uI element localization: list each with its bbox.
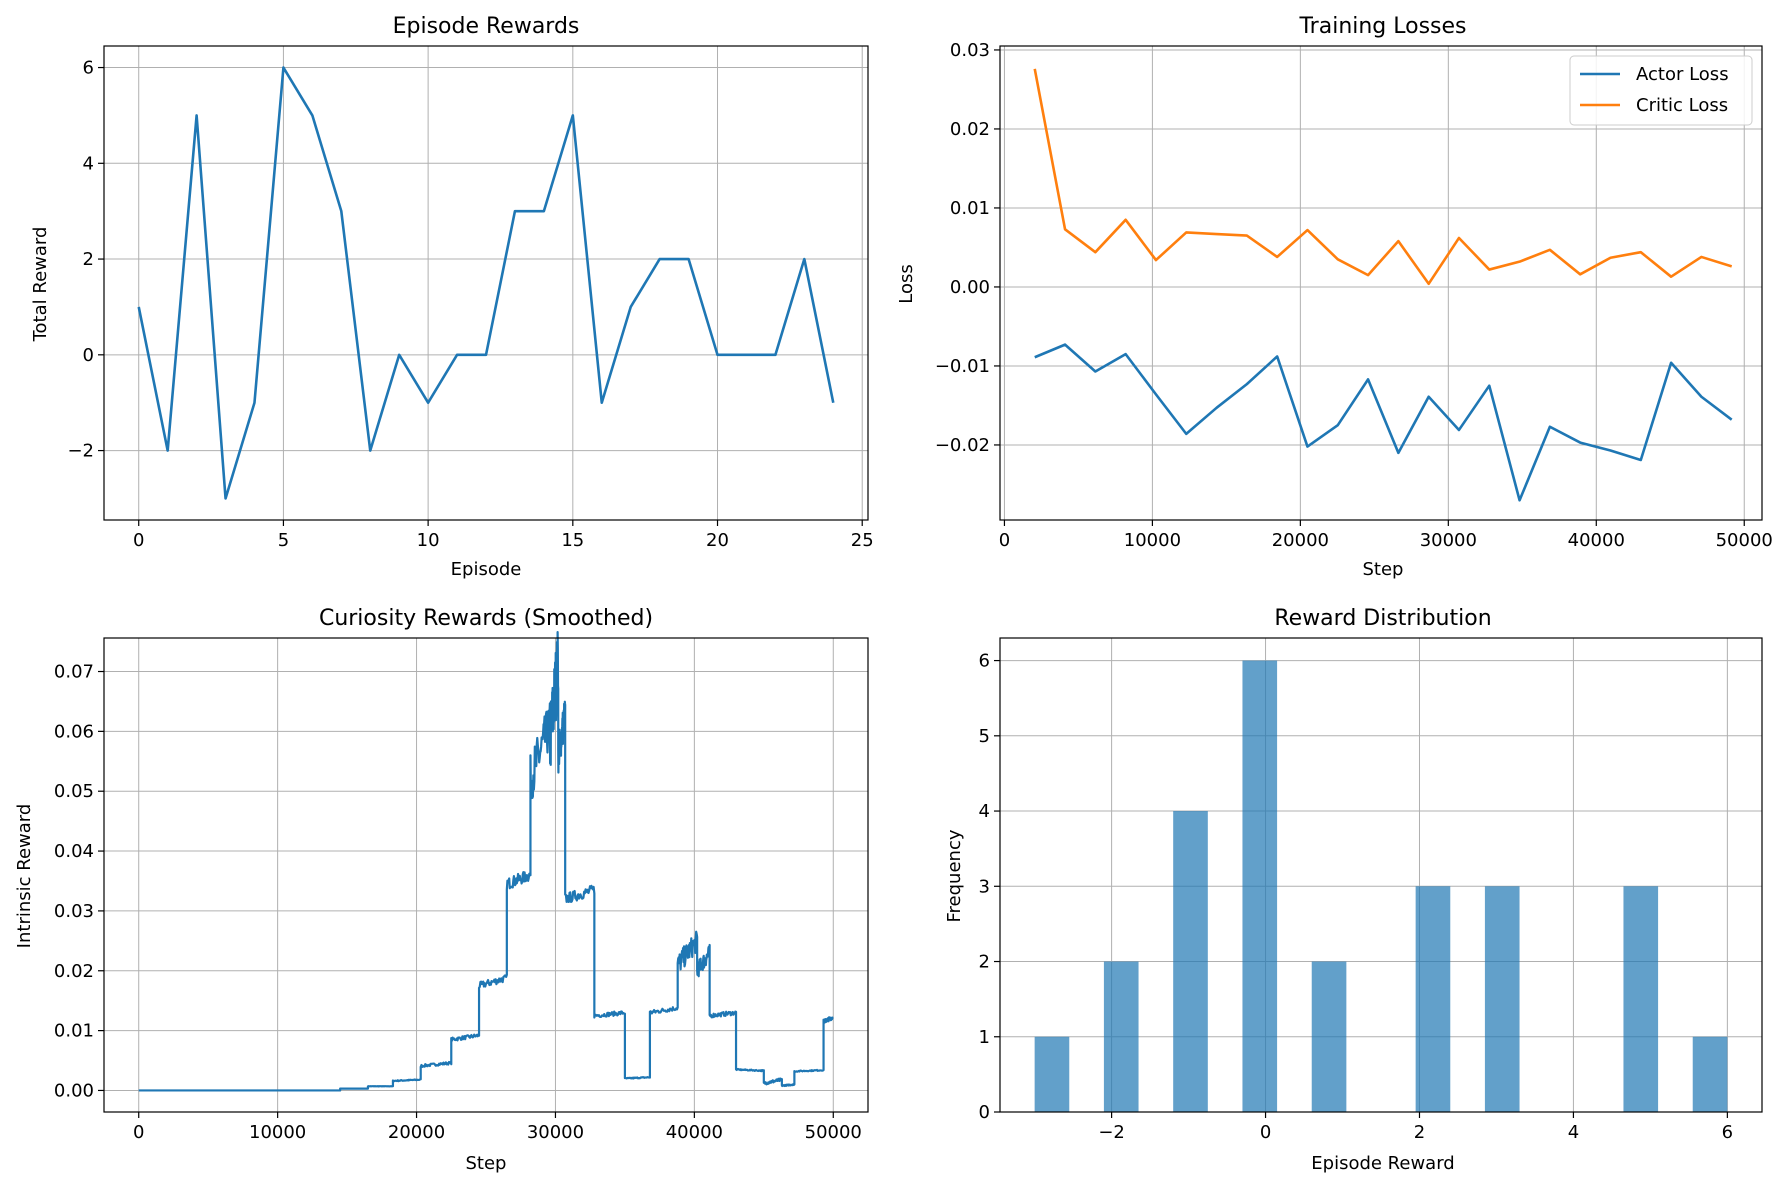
histogram-bar	[1415, 886, 1451, 1112]
x-tick-label: 0	[999, 530, 1010, 551]
x-tick-label: 40000	[1568, 530, 1625, 551]
y-tick-label: 0.02	[950, 119, 990, 140]
x-tick-label: 4	[1568, 1122, 1579, 1143]
y-tick-label: 0.01	[54, 1021, 94, 1042]
y-tick-label: 6	[83, 58, 94, 79]
x-tick-label: 0	[133, 1122, 144, 1143]
y-tick-label: −0.01	[935, 356, 990, 377]
x-axis-label: Step	[466, 1153, 507, 1174]
histogram-bar	[1173, 811, 1208, 1112]
y-tick-label: 0	[83, 345, 94, 366]
panel-reward-distribution: Reward Distribution Episode Reward Frequ…	[944, 606, 1763, 1174]
chart-title: Curiosity Rewards (Smoothed)	[319, 606, 653, 631]
x-axis-label: Step	[1363, 559, 1404, 580]
x-axis-label: Episode	[451, 559, 522, 580]
histogram-bar	[1242, 660, 1278, 1112]
series-line-1	[1034, 343, 1733, 502]
y-tick-label: 2	[979, 952, 990, 973]
y-tick-label: 0.03	[950, 40, 990, 61]
y-tick-label: 4	[83, 153, 94, 174]
x-tick-label: 30000	[1420, 530, 1477, 551]
series-line-1	[138, 630, 834, 1092]
x-tick-label: 50000	[805, 1122, 862, 1143]
plot-area: 0 10000 20000 30000 40000 50000 −0.02 −0.01 0.00…	[935, 40, 1773, 551]
y-tick-label: 0.00	[950, 277, 990, 298]
chart-title: Training Losses	[1298, 14, 1466, 39]
x-tick-label: 10000	[1124, 530, 1181, 551]
x-tick-label: 15	[561, 530, 584, 551]
histogram-bar	[1034, 1036, 1070, 1112]
x-tick-label: 10000	[249, 1122, 306, 1143]
series-line-1	[137, 66, 835, 500]
legend-label-critic: Critic Loss	[1636, 95, 1728, 116]
y-tick-label: 0.07	[54, 662, 94, 683]
x-tick-label: 0	[133, 530, 144, 551]
y-axis-label: Intrinsic Reward	[14, 804, 35, 949]
histogram-bar	[1103, 961, 1139, 1112]
axes-frame	[999, 637, 1763, 1113]
axes-frame	[999, 45, 1763, 521]
y-axis-label: Loss	[896, 264, 917, 303]
x-tick-label: 5	[278, 530, 289, 551]
panel-curiosity-rewards: Curiosity Rewards (Smoothed) Step Intrin…	[14, 606, 869, 1174]
x-tick-label: 20000	[1272, 530, 1329, 551]
histogram-bar	[1623, 886, 1659, 1112]
x-tick-label: 40000	[666, 1122, 723, 1143]
y-tick-label: 3	[979, 876, 990, 897]
y-tick-label: 0.02	[54, 961, 94, 982]
y-tick-label: 0.05	[54, 781, 94, 802]
x-tick-label: 20	[706, 530, 729, 551]
histogram-bar	[1311, 961, 1347, 1112]
y-tick-label: 4	[979, 801, 990, 822]
x-tick-label: 30000	[527, 1122, 584, 1143]
x-tick-label: 50000	[1716, 530, 1773, 551]
x-tick-label: 25	[851, 530, 874, 551]
y-axis-label: Total Reward	[30, 227, 51, 343]
x-axis-label: Episode Reward	[1311, 1153, 1454, 1174]
y-tick-label: 6	[979, 651, 990, 672]
y-tick-label: 0.00	[54, 1080, 94, 1101]
y-tick-label: 1	[979, 1027, 990, 1048]
y-tick-label: 0.01	[950, 198, 990, 219]
y-tick-label: −2	[67, 441, 94, 462]
series-line-2	[1033, 68, 1733, 286]
y-tick-label: 0.03	[54, 901, 94, 922]
x-tick-label: 10	[417, 530, 440, 551]
chart-title: Reward Distribution	[1274, 606, 1491, 631]
x-tick-label: 6	[1722, 1122, 1733, 1143]
legend-label-actor: Actor Loss	[1636, 64, 1729, 85]
chart-title: Episode Rewards	[393, 14, 580, 39]
y-tick-label: 0	[979, 1102, 990, 1123]
axes-frame	[103, 45, 869, 521]
y-tick-label: 0.04	[54, 841, 94, 862]
panel-training-losses: Training Losses Step Loss 0 10000 20000 300…	[896, 14, 1773, 580]
legend: Actor Loss Critic Loss	[1569, 55, 1753, 126]
panel-episode-rewards: Episode Rewards Episode Total Reward 0 5 1…	[30, 14, 874, 580]
y-tick-label: −0.02	[935, 435, 990, 456]
axes-frame	[103, 637, 869, 1113]
y-tick-label: 2	[83, 249, 94, 270]
y-axis-label: Frequency	[944, 829, 965, 922]
x-tick-label: 20000	[388, 1122, 445, 1143]
x-tick-label: −2	[1098, 1122, 1125, 1143]
y-tick-label: 5	[979, 726, 990, 747]
plot-area: −2 0 2 4 6 0 1 2 3 4 5 6	[979, 637, 1763, 1143]
plot-area: 0 5 10 15 20 25 −2 0 2 4 6	[67, 45, 874, 551]
x-tick-label: 2	[1414, 1122, 1425, 1143]
histogram-bar	[1692, 1036, 1728, 1112]
plot-area: 0 10000 20000 30000 40000 50000 0.00 0.01 0.02 0.…	[54, 630, 869, 1143]
histogram-bar	[1484, 886, 1520, 1112]
y-tick-label: 0.06	[54, 721, 94, 742]
x-tick-label: 0	[1260, 1122, 1271, 1143]
